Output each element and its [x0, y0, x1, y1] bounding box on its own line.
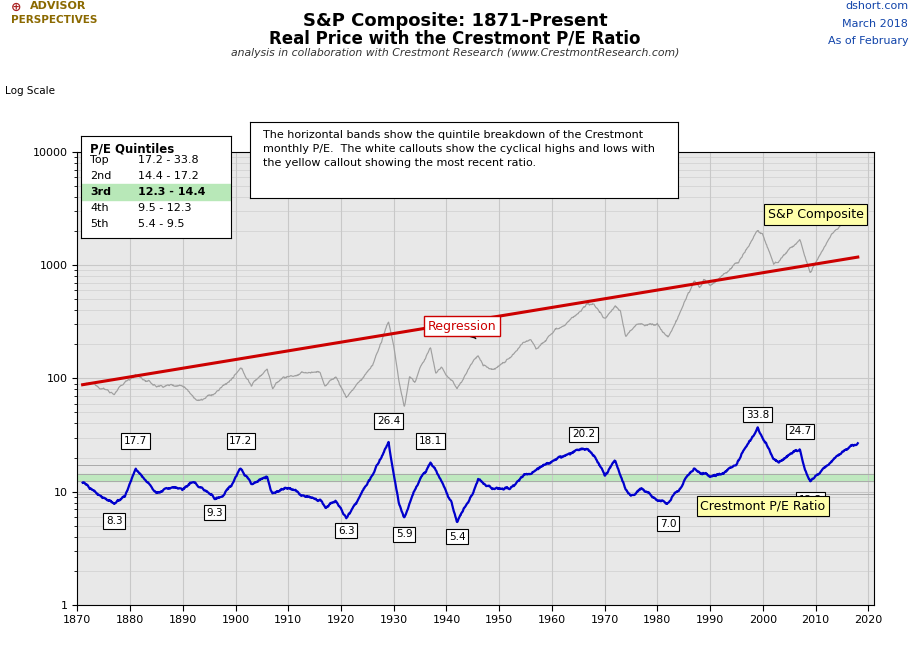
Text: analysis in collaboration with Crestmont Research (www.CrestmontResearch.com): analysis in collaboration with Crestmont…: [231, 48, 679, 58]
Text: dshort.com: dshort.com: [845, 1, 908, 11]
Text: The horizontal bands show the quintile breakdown of the Crestmont
monthly P/E.  : The horizontal bands show the quintile b…: [263, 130, 655, 168]
Bar: [81, 184, 231, 200]
Text: 2nd: 2nd: [90, 171, 111, 181]
Text: S&P Composite: S&P Composite: [768, 208, 864, 221]
Text: 26.4: 26.4: [377, 416, 400, 426]
Text: Real Price with the Crestmont P/E Ratio: Real Price with the Crestmont P/E Ratio: [269, 30, 641, 48]
Text: 5th: 5th: [90, 219, 108, 229]
Text: 7.0: 7.0: [660, 519, 676, 529]
Text: Regression: Regression: [428, 319, 497, 338]
Text: Log Scale: Log Scale: [5, 86, 55, 96]
Text: 9.3: 9.3: [207, 508, 223, 518]
Text: Top: Top: [90, 155, 108, 165]
Text: 24.7: 24.7: [788, 426, 812, 436]
Text: 4th: 4th: [90, 203, 108, 213]
Text: 33.8: 33.8: [746, 410, 769, 420]
Text: 12.3 - 14.4: 12.3 - 14.4: [138, 187, 206, 197]
Text: 5.9: 5.9: [396, 529, 412, 539]
Text: 6.3: 6.3: [338, 526, 355, 536]
Text: P/E Quintiles: P/E Quintiles: [90, 143, 174, 156]
Text: March 2018: March 2018: [843, 19, 908, 28]
Bar: [77, 474, 874, 481]
Text: As of February: As of February: [827, 36, 908, 46]
Text: ⊕: ⊕: [11, 1, 22, 15]
Text: 17.7: 17.7: [124, 436, 147, 446]
Text: 17.2 - 33.8: 17.2 - 33.8: [138, 155, 198, 165]
Text: 18.1: 18.1: [419, 436, 442, 446]
Text: 14.4 - 17.2: 14.4 - 17.2: [138, 171, 198, 181]
Text: ADVISOR: ADVISOR: [30, 1, 86, 11]
Text: 3rd: 3rd: [90, 187, 111, 197]
Text: 9.5 - 12.3: 9.5 - 12.3: [138, 203, 191, 213]
Text: S&P Composite: 1871-Present: S&P Composite: 1871-Present: [303, 12, 607, 30]
Text: 5.4: 5.4: [449, 531, 465, 541]
Text: 17.2: 17.2: [229, 436, 252, 446]
Text: 12.3: 12.3: [799, 494, 822, 504]
Text: 5.4 - 9.5: 5.4 - 9.5: [138, 219, 185, 229]
Text: Crestmont P/E Ratio: Crestmont P/E Ratio: [701, 499, 825, 512]
Text: PERSPECTIVES: PERSPECTIVES: [11, 15, 97, 25]
Text: 8.3: 8.3: [106, 516, 123, 526]
Text: 20.2: 20.2: [572, 430, 595, 440]
